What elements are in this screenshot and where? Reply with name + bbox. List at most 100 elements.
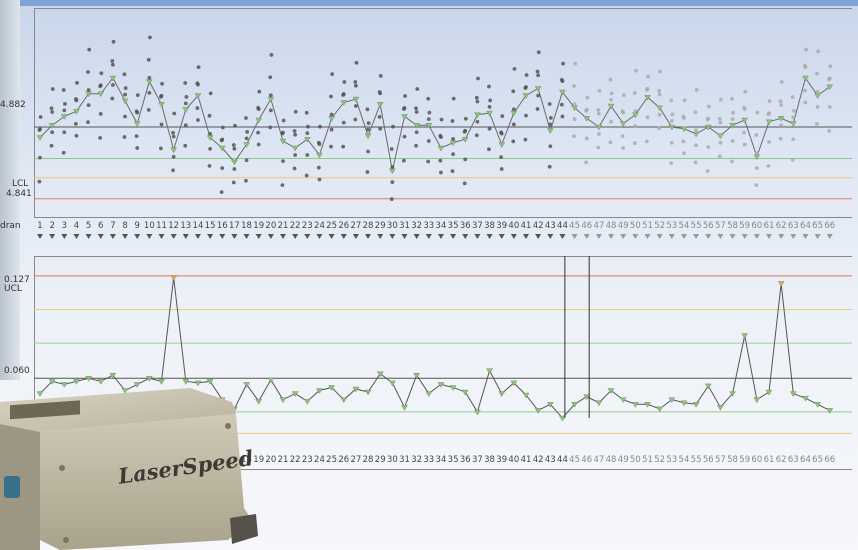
reading-dot [98,111,103,116]
x-tick-label: 65 [812,455,823,465]
data-point [631,112,639,119]
reading-dot [98,135,103,140]
x-tick-marker [352,234,359,239]
x-tick-label: 34 [436,455,447,465]
reading-dot [669,140,674,145]
reading-dot [561,61,565,66]
x-tick-marker [474,234,481,239]
reading-dot [621,110,626,115]
reading-dot [159,93,164,98]
reading-dot [717,154,722,159]
reading-dot [389,147,394,151]
x-tick-marker [170,234,177,239]
reading-dot [38,155,42,160]
reading-dot [475,99,480,104]
reading-dot [354,60,359,65]
x-tick-marker [292,234,299,239]
data-point [546,128,554,134]
reading-dot [378,74,383,78]
x-tick-label: 66 [824,455,835,465]
reading-dot [488,98,493,103]
reading-dot [524,73,529,77]
x-tick-label: 64 [800,455,811,465]
reading-dot [366,149,370,154]
reading-dot [730,117,735,122]
reading-dot [815,71,819,76]
data-point [607,388,615,394]
range-ucl-value: 0.127 [4,275,30,285]
reading-dot [815,104,820,109]
x-tick-marker [413,234,420,239]
x-tick-marker [741,234,748,239]
reading-dot [233,123,237,128]
data-point [680,126,688,133]
reading-dot [585,95,590,100]
data-point [291,145,299,152]
data-point [60,114,68,120]
reading-dot [135,93,140,98]
reading-dot [451,96,456,101]
device-front-face [40,414,252,550]
x-tick-label: 65 [812,221,823,231]
reading-dot [353,80,358,84]
reading-dot [110,96,115,101]
x-tick-label: 24 [314,455,325,465]
x-tick-label: 11 [156,221,167,231]
reading-dot [682,115,686,120]
data-point [583,116,591,122]
reading-dot [524,113,528,118]
reading-dot [767,99,772,104]
x-tick-marker [73,234,80,239]
reading-dot [172,111,177,116]
reading-dot [463,116,468,121]
reading-dot [608,140,613,145]
x-tick-label: 19 [253,455,264,465]
reading-dot [463,157,468,162]
data-point [668,397,676,404]
x-tick-label: 59 [739,221,750,231]
x-tick-marker [632,234,639,239]
reading-dot [669,161,674,166]
reading-dot [220,125,225,130]
reading-dot [147,75,152,80]
x-tick-marker [158,234,165,239]
x-tick-label: 52 [654,455,665,465]
reading-dot [135,110,140,115]
reading-dot [74,133,79,138]
reading-dot [669,118,674,123]
reading-dot [183,101,188,106]
device-screw [225,423,231,429]
reading-dot [535,107,540,111]
reading-dot [681,139,686,144]
data-point [279,397,287,404]
reading-dot [706,104,711,109]
data-point [413,123,421,129]
x-tick-marker [535,234,542,239]
x-tick-label: 64 [800,221,811,231]
reading-dot [87,47,92,52]
data-point [73,379,80,385]
reading-dot [693,110,698,115]
reading-dot [755,110,760,115]
data-point [145,79,153,85]
x-tick-marker [243,234,250,239]
reading-dot [548,144,553,149]
x-tick-label: 10 [144,221,155,231]
x-tick-label: 6 [98,221,103,231]
reading-dot [256,130,260,135]
reading-dot [779,123,784,128]
data-point [631,402,639,408]
x-tick-label: 61 [764,221,775,231]
x-tick-label: 37 [472,221,483,231]
reading-dot [560,114,565,119]
reading-dot [292,166,297,171]
reading-dot [329,112,334,117]
data-point [36,135,44,141]
range-chart-svg: 1234567891011121314151617181920212223242… [34,256,852,465]
reading-dot [560,79,565,84]
x-tick-label: 48 [606,455,617,465]
xbar-chart: 1 2 3 4 5 6 7 8 9 10 11 12 13 14 15 16 17 18 19 20 21 22 23 24 2… [0,8,852,239]
x-tick-label: 36 [460,221,471,231]
reading-dot [171,154,176,159]
x-tick-marker [668,234,675,239]
